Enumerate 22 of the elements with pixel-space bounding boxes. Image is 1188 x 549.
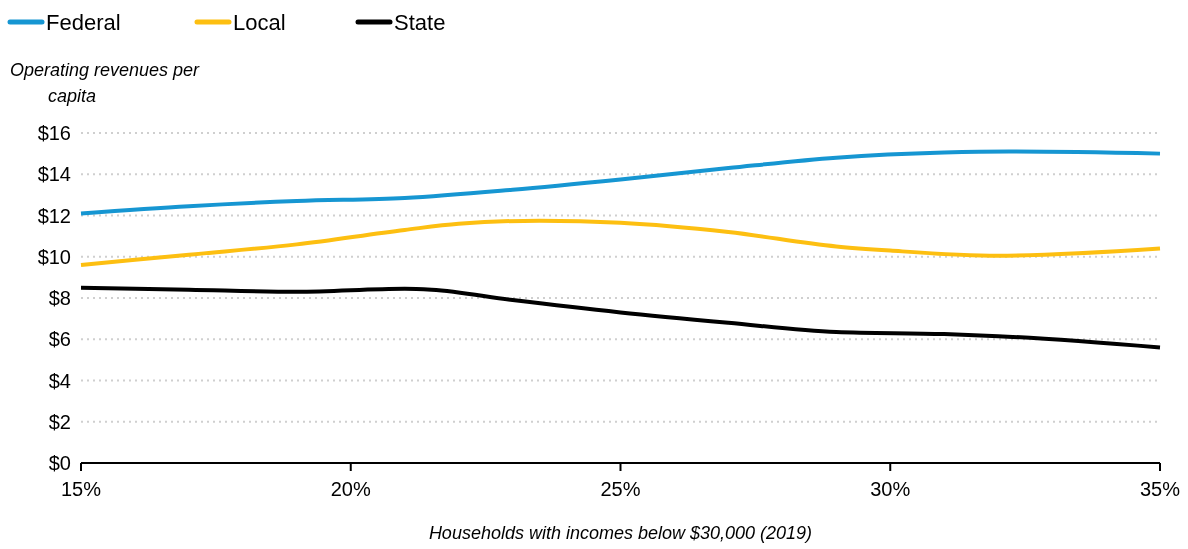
y-tick-label: $8 — [48, 287, 71, 309]
x-tick-label: 20% — [330, 478, 371, 500]
x-tick-label: 15% — [60, 478, 102, 500]
line-series — [79, 149, 1162, 216]
y-tick-label: $10 — [37, 245, 71, 268]
y-axis-title: Operating revenues per capita — [10, 60, 201, 106]
x-tick-label: 30% — [870, 478, 911, 500]
legend-label: Federal — [46, 10, 121, 35]
line-series — [79, 218, 1162, 267]
x-axis-title: Households with incomes below $30,000 (2019) — [428, 523, 813, 543]
y-tick-label: $0 — [48, 452, 71, 474]
y-tick-label: $4 — [48, 369, 71, 392]
y-tick-label: $6 — [48, 328, 71, 351]
x-tick-label: 25% — [600, 478, 641, 500]
y-tick-label: $2 — [48, 410, 71, 433]
legend-label: State — [394, 10, 446, 35]
legend-label: Local — [233, 10, 286, 35]
y-tick-label: $14 — [37, 163, 71, 186]
x-tick-label: 35% — [1139, 478, 1181, 500]
y-tick-label: $12 — [37, 204, 71, 227]
line-series — [79, 285, 1162, 350]
y-tick-label: $16 — [37, 122, 71, 144]
